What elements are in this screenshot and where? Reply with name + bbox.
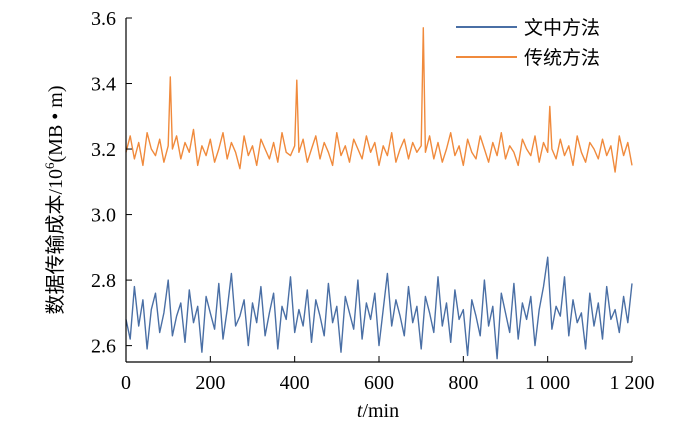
y-ticks: 2.6 2.8 3.0 3.2 3.4 3.6: [91, 8, 132, 358]
y-tick-label: 3.6: [91, 8, 116, 30]
x-tick-label: 1 000: [525, 372, 570, 394]
x-tick-label: 0: [121, 372, 131, 394]
y-axis-title: 数据传输成本/106(MB • m): [42, 85, 67, 314]
y-axis-title-main: 数据传输成本/10: [44, 169, 67, 315]
x-axis-title-italic: t: [357, 400, 363, 422]
series-layer: [125, 27, 633, 360]
x-tick-label: 400: [280, 372, 310, 394]
series-line-1: [125, 27, 633, 173]
axes: [125, 18, 632, 363]
y-tick-label: 2.6: [91, 336, 116, 358]
x-axis-title: t/min: [357, 400, 399, 422]
x-ticks: 0 200 400 600 800 1 000 1 200: [121, 356, 655, 394]
y-tick-label: 2.8: [91, 270, 116, 292]
series-line-0: [125, 256, 633, 360]
x-tick-label: 1 200: [610, 372, 655, 394]
y-axis-title-exponent: 6: [42, 162, 57, 169]
x-tick-label: 200: [195, 372, 225, 394]
y-tick-label: 3.2: [91, 139, 116, 161]
legend: 文中方法 传统方法: [456, 17, 600, 69]
y-axis-title-unit: (MB • m): [45, 85, 67, 162]
legend-label-wenzhong: 文中方法: [524, 17, 600, 39]
x-tick-label: 600: [364, 372, 394, 394]
x-axis-title-unit: /min: [362, 400, 399, 422]
legend-label-chuantong: 传统方法: [524, 47, 600, 69]
y-tick-label: 3.0: [91, 205, 116, 227]
x-tick-label: 800: [448, 372, 478, 394]
y-tick-label: 3.4: [91, 74, 116, 96]
